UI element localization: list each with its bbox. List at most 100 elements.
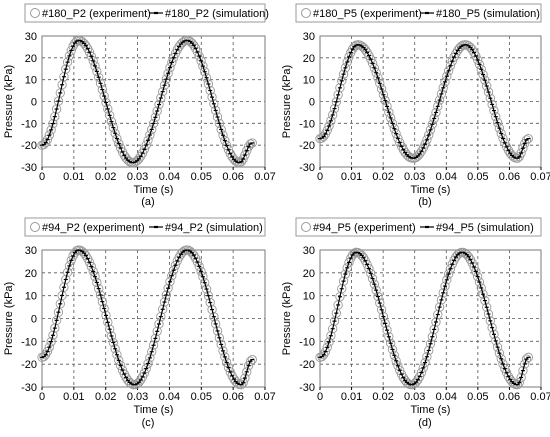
experiment-point bbox=[114, 355, 124, 365]
experiment-point bbox=[380, 318, 390, 329]
experiment-point bbox=[48, 330, 58, 340]
experiment-point bbox=[317, 352, 327, 362]
experiment-point bbox=[154, 319, 164, 329]
x-tick-label: 0.05 bbox=[191, 171, 212, 183]
legend-label-simulation: #94_P5 (simulation) bbox=[436, 222, 534, 234]
x-tick-label: 0.05 bbox=[467, 391, 488, 403]
x-tick-label: 0.02 bbox=[372, 171, 393, 183]
experiment-point bbox=[384, 332, 394, 342]
experiment-point bbox=[196, 266, 206, 276]
experiment-point bbox=[420, 357, 430, 368]
experiment-point bbox=[161, 290, 171, 300]
experiment-point bbox=[168, 265, 179, 275]
experiment-point bbox=[509, 378, 519, 389]
y-tick-label: 20 bbox=[303, 53, 315, 65]
experiment-point bbox=[328, 324, 338, 334]
experiment-point bbox=[380, 95, 390, 106]
experiment-point bbox=[342, 263, 352, 273]
experiment-point bbox=[333, 90, 343, 100]
experiment-point bbox=[211, 319, 221, 329]
legend-marker-experiment bbox=[301, 8, 311, 18]
series-simulation bbox=[318, 44, 531, 159]
experiment-point bbox=[103, 104, 113, 114]
experiment-point bbox=[119, 150, 129, 160]
y-tick-label: -20 bbox=[299, 359, 315, 371]
x-tick-label: 0.04 bbox=[159, 391, 180, 403]
experiment-point bbox=[485, 93, 495, 103]
x-tick-label: 0.01 bbox=[341, 391, 362, 403]
experiment-point bbox=[382, 101, 392, 112]
experiment-point bbox=[424, 345, 434, 356]
experiment-point bbox=[433, 309, 443, 320]
experiment-point bbox=[431, 317, 441, 327]
x-tick-label: 0 bbox=[39, 171, 45, 183]
experiment-point bbox=[159, 297, 170, 307]
y-tick-label: -30 bbox=[299, 162, 315, 174]
experiment-point bbox=[205, 297, 215, 308]
experiment-point bbox=[378, 90, 389, 100]
experiment-point bbox=[112, 133, 122, 144]
experiment-point bbox=[487, 99, 497, 110]
experiment-point bbox=[436, 295, 447, 305]
experiment-point bbox=[337, 76, 347, 86]
x-tick-label: 0.04 bbox=[159, 171, 180, 183]
x-axis-label: Time (s) bbox=[134, 404, 174, 416]
experiment-point bbox=[59, 72, 69, 82]
x-tick-label: 0.03 bbox=[127, 171, 148, 183]
legend-box bbox=[24, 217, 266, 237]
experiment-point bbox=[46, 337, 56, 347]
experiment-point bbox=[198, 61, 208, 71]
experiment-point bbox=[518, 366, 528, 376]
experiment-point bbox=[242, 367, 252, 377]
experiment-point bbox=[163, 283, 173, 293]
experiment-point bbox=[201, 284, 212, 294]
experiment-point bbox=[376, 84, 387, 94]
legend-label-experiment: #94_P2 (experiment) bbox=[42, 222, 145, 234]
experiment-point bbox=[512, 153, 523, 163]
experiment-point bbox=[143, 358, 153, 369]
experiment-point bbox=[103, 317, 113, 327]
y-axis-label: Pressure (kPa) bbox=[3, 282, 15, 355]
experiment-point bbox=[340, 63, 351, 73]
experiment-point bbox=[427, 332, 437, 342]
experiment-point bbox=[216, 124, 226, 135]
experiment-point bbox=[158, 304, 168, 314]
experiment-point bbox=[492, 117, 503, 128]
y-axis-label: Pressure (kPa) bbox=[3, 65, 15, 138]
legend-marker-experiment bbox=[301, 222, 311, 232]
experiment-point bbox=[480, 295, 490, 306]
y-tick-label: 10 bbox=[303, 291, 315, 303]
experiment-point bbox=[442, 71, 452, 81]
chart-panel-3: 0 0.01 0.02 0.03 0.04 0.05 0.06 0.07 -30 -20 -10 0 1… bbox=[3, 217, 276, 429]
experiment-point bbox=[203, 291, 214, 301]
experiment-point bbox=[145, 130, 155, 140]
experiment-point bbox=[487, 322, 497, 333]
x-tick-label: 0.04 bbox=[436, 391, 457, 403]
y-tick-label: 30 bbox=[303, 31, 315, 43]
experiment-point bbox=[462, 249, 472, 260]
y-tick-label: -30 bbox=[21, 382, 37, 394]
experiment-point bbox=[357, 41, 367, 51]
legend: #94_P5 (experiment) #94_P5 (simulation) bbox=[295, 217, 542, 237]
experiment-point bbox=[476, 283, 486, 293]
experiment-point bbox=[108, 337, 118, 348]
experiment-point bbox=[518, 143, 528, 153]
legend: #94_P2 (experiment) #94_P2 (simulation) bbox=[24, 217, 266, 237]
experiment-point bbox=[209, 312, 219, 322]
experiment-point bbox=[220, 352, 230, 362]
plot-frame bbox=[41, 35, 266, 168]
experiment-point bbox=[425, 125, 436, 135]
experiment-point bbox=[440, 281, 450, 291]
experiment-point bbox=[422, 352, 432, 362]
chart-panel-1: 0 0.01 0.02 0.03 0.04 0.05 0.06 0.07 -30 -20 -10 0 1… bbox=[3, 3, 276, 208]
experiment-point bbox=[150, 333, 161, 344]
experiment-point bbox=[391, 356, 401, 366]
experiment-point bbox=[371, 68, 381, 78]
experiment-point bbox=[387, 118, 398, 129]
experiment-point bbox=[387, 344, 398, 355]
legend-marker-experiment bbox=[30, 222, 40, 232]
experiment-point bbox=[214, 333, 225, 343]
x-tick-label: 0.07 bbox=[530, 391, 550, 403]
experiment-point bbox=[375, 78, 385, 89]
legend-label-experiment: #180_P2 (experiment) bbox=[42, 8, 151, 20]
